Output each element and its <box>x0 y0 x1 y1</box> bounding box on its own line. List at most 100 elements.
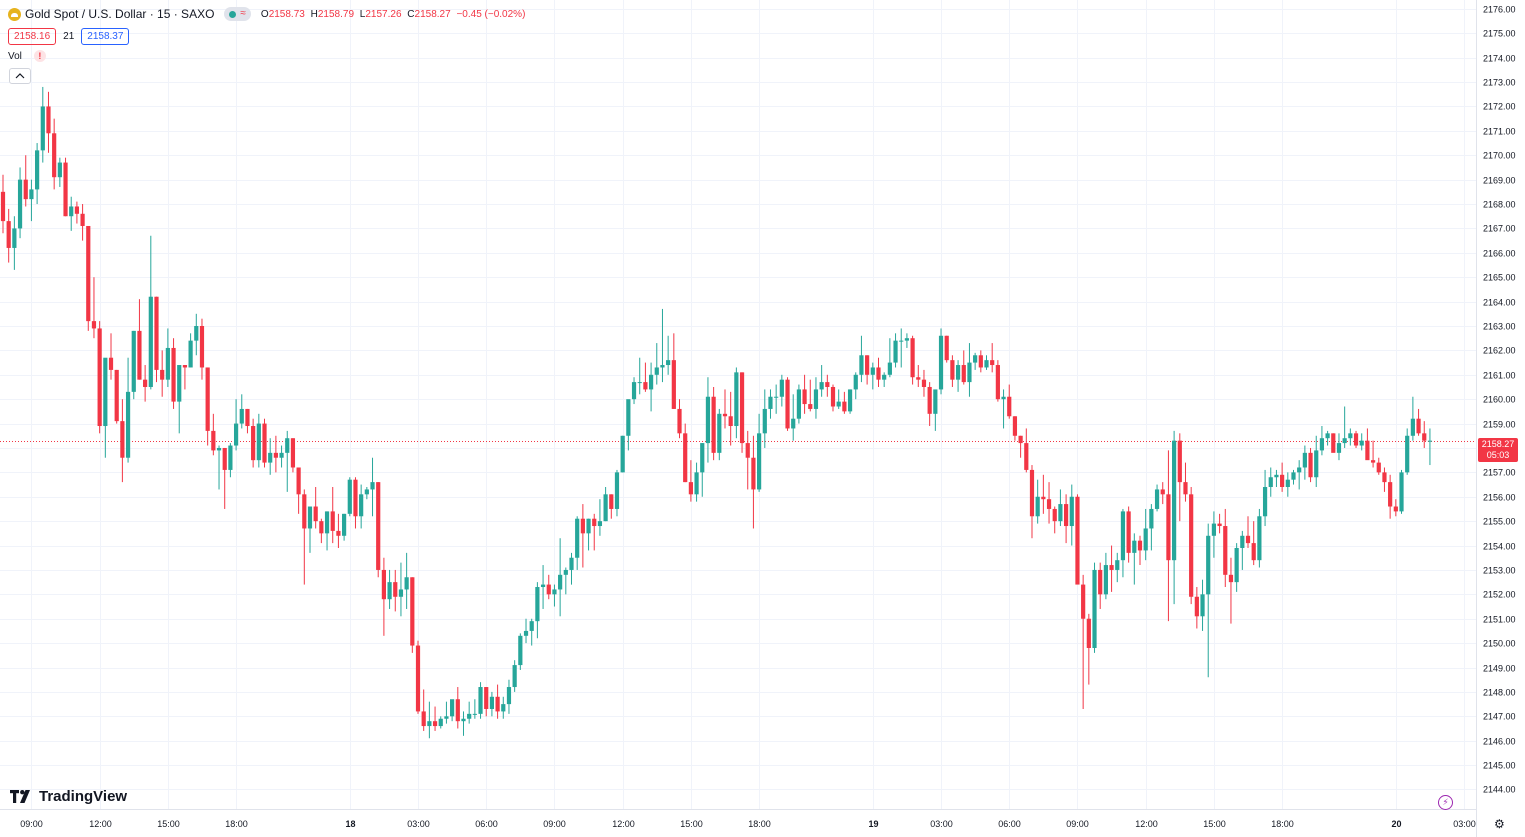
candle-body <box>52 133 57 178</box>
candle-body <box>995 365 1000 400</box>
candle <box>597 499 603 536</box>
candle <box>467 701 472 724</box>
price-tick-label: 2173.00 <box>1483 78 1516 88</box>
candle <box>1132 533 1137 585</box>
candle-body <box>1075 496 1080 585</box>
candle <box>1012 416 1018 441</box>
candle-body <box>501 704 506 712</box>
candle-body <box>69 206 74 217</box>
candle <box>1137 535 1143 566</box>
candle-body <box>529 621 534 631</box>
candle-body <box>700 443 705 473</box>
symbol-title[interactable]: Gold Spot / U.S. Dollar · 15 · SAXO <box>25 7 215 21</box>
candle <box>211 413 216 456</box>
candle-body <box>717 413 722 453</box>
candle <box>745 430 750 490</box>
candle <box>233 399 239 451</box>
candle <box>1081 574 1086 709</box>
candle-body <box>63 162 68 217</box>
candle <box>188 333 193 368</box>
candle-body <box>57 162 62 178</box>
volume-label[interactable]: Vol <box>8 50 22 62</box>
time-tick-label: 03:00 <box>930 819 953 829</box>
time-axis[interactable]: 09:00 12:00 15:00 18:00 18 03:00 06:00 09:00 12:… <box>20 819 1476 829</box>
candle <box>586 518 591 551</box>
candle-body <box>0 191 6 222</box>
candle-body <box>484 687 489 709</box>
candle <box>324 511 330 551</box>
lightning-icon[interactable]: ⚡ <box>1438 795 1453 810</box>
candle-body <box>114 369 119 422</box>
candle <box>870 362 875 390</box>
candle-body <box>74 206 80 214</box>
candle <box>1206 523 1211 678</box>
change-value: −0.45 (−0.02%) <box>456 8 526 20</box>
candle <box>1365 428 1370 461</box>
warning-icon[interactable]: ! <box>33 50 46 62</box>
candle <box>86 225 91 331</box>
candle-body <box>961 365 966 383</box>
candle <box>103 357 108 458</box>
market-status-pill[interactable]: ≈ <box>224 7 251 21</box>
candle-body <box>614 472 620 509</box>
tradingview-logo[interactable]: TradingView <box>10 788 127 805</box>
candle <box>1041 474 1046 514</box>
candle-body <box>1183 482 1188 495</box>
bid-price-box[interactable]: 2158.16 <box>8 28 57 45</box>
candle-body <box>410 577 415 646</box>
price-tick-label: 2159.00 <box>1483 420 1516 430</box>
candle-body <box>319 521 324 534</box>
time-tick-label: 09:00 <box>1066 819 1089 829</box>
candle <box>421 689 426 731</box>
candle-body <box>1029 469 1035 517</box>
candle <box>296 467 301 514</box>
ma-value-box[interactable]: 2158.37 <box>81 28 130 45</box>
candle <box>239 394 244 429</box>
candle-body <box>933 389 938 414</box>
candle-body <box>120 421 125 458</box>
candle <box>569 552 574 585</box>
candle <box>1001 389 1006 429</box>
candle-body <box>1280 474 1285 487</box>
candle <box>506 679 512 714</box>
candle <box>359 484 364 529</box>
candle-body <box>1211 523 1217 536</box>
collapse-legend-button[interactable] <box>9 68 31 84</box>
candle-body <box>23 179 28 200</box>
candle-body <box>296 467 301 495</box>
candle <box>1427 428 1433 466</box>
candle-body <box>370 482 375 490</box>
candle-body <box>1353 433 1359 446</box>
candle <box>444 701 449 724</box>
price-tick-label: 2157.00 <box>1483 468 1516 478</box>
candle <box>52 118 57 190</box>
candle-body <box>1160 489 1165 495</box>
candle <box>728 391 733 446</box>
candle <box>1149 504 1154 551</box>
candle-body <box>597 521 603 527</box>
candle-body <box>927 386 932 414</box>
candle-body <box>495 696 500 712</box>
candle <box>1018 435 1023 458</box>
candle-body <box>1262 487 1268 517</box>
candle-body <box>251 426 256 461</box>
candle-body <box>1098 569 1103 595</box>
candle-body <box>745 443 750 458</box>
candle <box>1388 474 1393 519</box>
candle-body <box>825 382 830 387</box>
candle-body <box>694 472 699 495</box>
candle-body <box>313 506 318 522</box>
candle <box>660 308 665 383</box>
price-axis[interactable]: 2144.00 2145.00 2146.00 2147.00 2148.00 2149.… <box>1483 5 1516 795</box>
candle <box>1058 489 1063 527</box>
candle-body <box>1245 535 1251 544</box>
candle <box>222 447 227 509</box>
indicator-legend: 2158.16 21 2158.37 <box>8 28 130 45</box>
candle-body <box>671 360 676 409</box>
time-tick-label: 19 <box>868 819 878 829</box>
candle-body <box>1103 565 1108 595</box>
gear-icon[interactable]: ⚙ <box>1494 817 1505 831</box>
candle-body <box>1370 460 1376 463</box>
candle <box>859 335 864 383</box>
